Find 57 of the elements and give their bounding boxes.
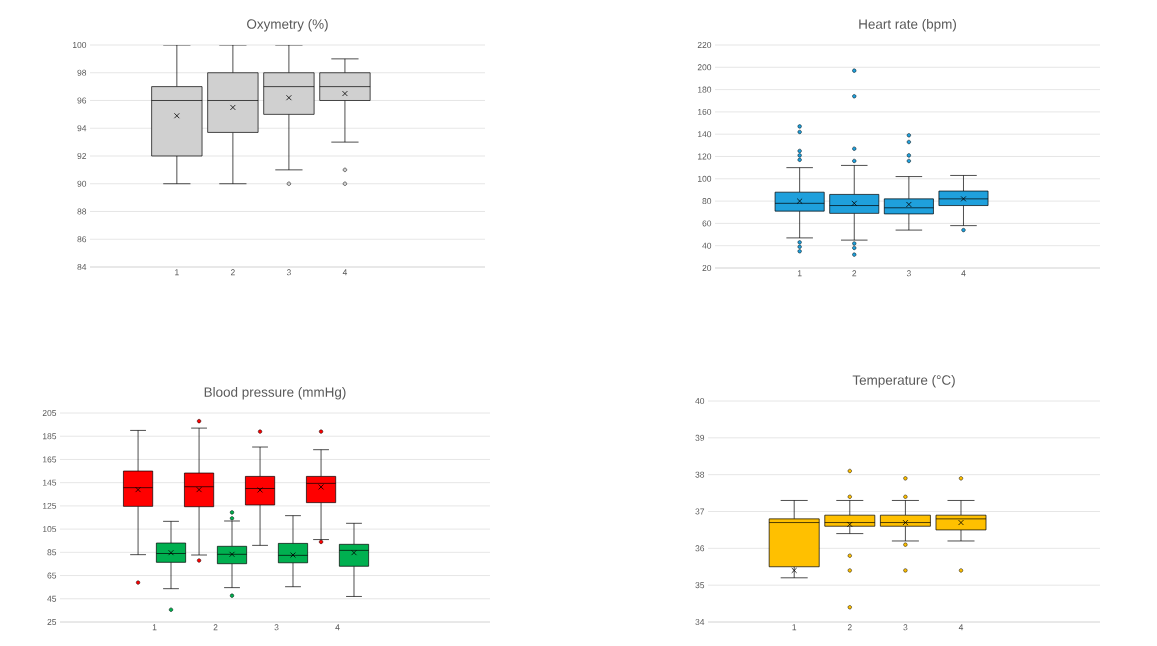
y-tick-label: 200 — [697, 64, 712, 71]
y-tick-label: 90 — [77, 180, 87, 187]
chart-title: Oxymetry (%) — [247, 18, 328, 32]
y-tick-label: 140 — [698, 131, 712, 138]
x-tick-label: 2 — [213, 624, 218, 631]
chart-title: Temperature (°C) — [852, 374, 955, 388]
x-tick-label: 1 — [175, 269, 179, 276]
y-tick-label: 80 — [702, 198, 712, 205]
x-tick-label: 4 — [961, 270, 966, 277]
y-tick-label: 20 — [702, 265, 712, 271]
x-tick-label: 4 — [958, 624, 964, 631]
x-tick-label: 2 — [847, 624, 852, 631]
x-tick-label: 4 — [342, 269, 348, 276]
x-tick-label: 3 — [906, 270, 911, 277]
y-tick-label: 34 — [695, 619, 705, 625]
x-tick-label: 3 — [274, 624, 279, 631]
y-tick-label: 120 — [698, 153, 712, 160]
y-tick-label: 180 — [698, 86, 712, 93]
y-tick-label: 105 — [42, 526, 57, 533]
y-tick-label: 96 — [77, 97, 87, 104]
y-tick-label: 37 — [695, 508, 705, 515]
x-tick-label: 1 — [792, 624, 797, 631]
y-tick-label: 88 — [77, 208, 87, 215]
x-tick-label: 3 — [903, 624, 908, 631]
y-tick-label: 40 — [702, 242, 712, 249]
y-tick-label: 84 — [77, 264, 87, 270]
y-tick-label: 98 — [77, 69, 87, 76]
y-tick-label: 100 — [698, 175, 712, 182]
x-tick-label: 1 — [152, 624, 157, 631]
y-tick-label: 125 — [42, 502, 57, 509]
y-tick-label: 25 — [47, 619, 57, 625]
y-tick-label: 38 — [695, 471, 705, 478]
y-tick-label: 160 — [698, 108, 712, 115]
y-tick-label: 94 — [77, 125, 87, 132]
chart-title: Blood pressure (mmHg) — [204, 386, 346, 400]
y-tick-label: 39 — [695, 434, 705, 441]
y-tick-label: 40 — [695, 398, 705, 404]
y-tick-label: 185 — [42, 433, 57, 440]
x-tick-label: 4 — [335, 624, 340, 631]
y-tick-label: 85 — [47, 549, 57, 556]
x-tick-label: 2 — [852, 270, 857, 277]
y-tick-label: 45 — [47, 595, 57, 602]
y-tick-label: 100 — [72, 42, 87, 48]
x-tick-label: 3 — [286, 269, 291, 276]
y-tick-label: 60 — [702, 220, 712, 227]
y-tick-label: 145 — [42, 479, 57, 486]
y-tick-label: 165 — [42, 456, 57, 463]
y-tick-label: 220 — [697, 42, 712, 48]
y-tick-label: 35 — [695, 582, 705, 589]
y-tick-label: 86 — [77, 236, 87, 243]
y-tick-label: 205 — [42, 410, 57, 416]
y-tick-label: 65 — [47, 572, 57, 579]
y-tick-label: 92 — [77, 153, 87, 159]
y-tick-label: 36 — [695, 545, 705, 552]
x-tick-label: 2 — [230, 269, 235, 276]
chart-title: Heart rate (bpm) — [859, 18, 956, 32]
x-tick-label: 1 — [797, 270, 802, 277]
